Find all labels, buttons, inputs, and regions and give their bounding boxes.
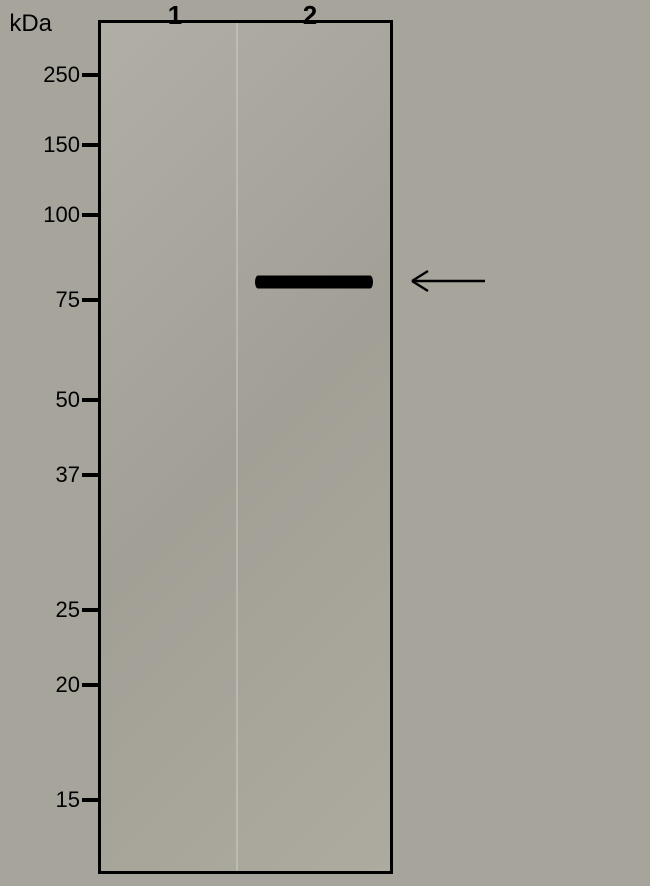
lane-divider xyxy=(236,23,238,871)
target-arrow-icon xyxy=(410,269,489,293)
mw-marker-tick xyxy=(82,298,98,302)
mw-marker-label: 250 xyxy=(43,62,80,88)
mw-marker-label: 50 xyxy=(56,387,80,413)
blot-membrane xyxy=(98,20,393,874)
lane-label: 2 xyxy=(303,0,317,31)
mw-marker-tick xyxy=(82,608,98,612)
mw-marker-label: 25 xyxy=(56,597,80,623)
mw-marker-tick xyxy=(82,73,98,77)
mw-marker-label: 100 xyxy=(43,202,80,228)
mw-marker-label: 75 xyxy=(56,287,80,313)
mw-marker-tick xyxy=(82,473,98,477)
mw-marker-label: 20 xyxy=(56,672,80,698)
mw-marker-tick xyxy=(82,398,98,402)
protein-band xyxy=(255,276,373,289)
lane-label: 1 xyxy=(168,0,182,31)
mw-marker-tick xyxy=(82,213,98,217)
mw-marker-label: 150 xyxy=(43,132,80,158)
mw-marker-label: 37 xyxy=(56,462,80,488)
mw-marker-label: 15 xyxy=(56,787,80,813)
axis-unit-label: kDa xyxy=(0,10,52,38)
mw-marker-tick xyxy=(82,143,98,147)
mw-marker-tick xyxy=(82,798,98,802)
figure-canvas: kDa 1 2 250 150 100 75 50 37 25 20 15 xyxy=(0,0,650,886)
mw-marker-tick xyxy=(82,683,98,687)
